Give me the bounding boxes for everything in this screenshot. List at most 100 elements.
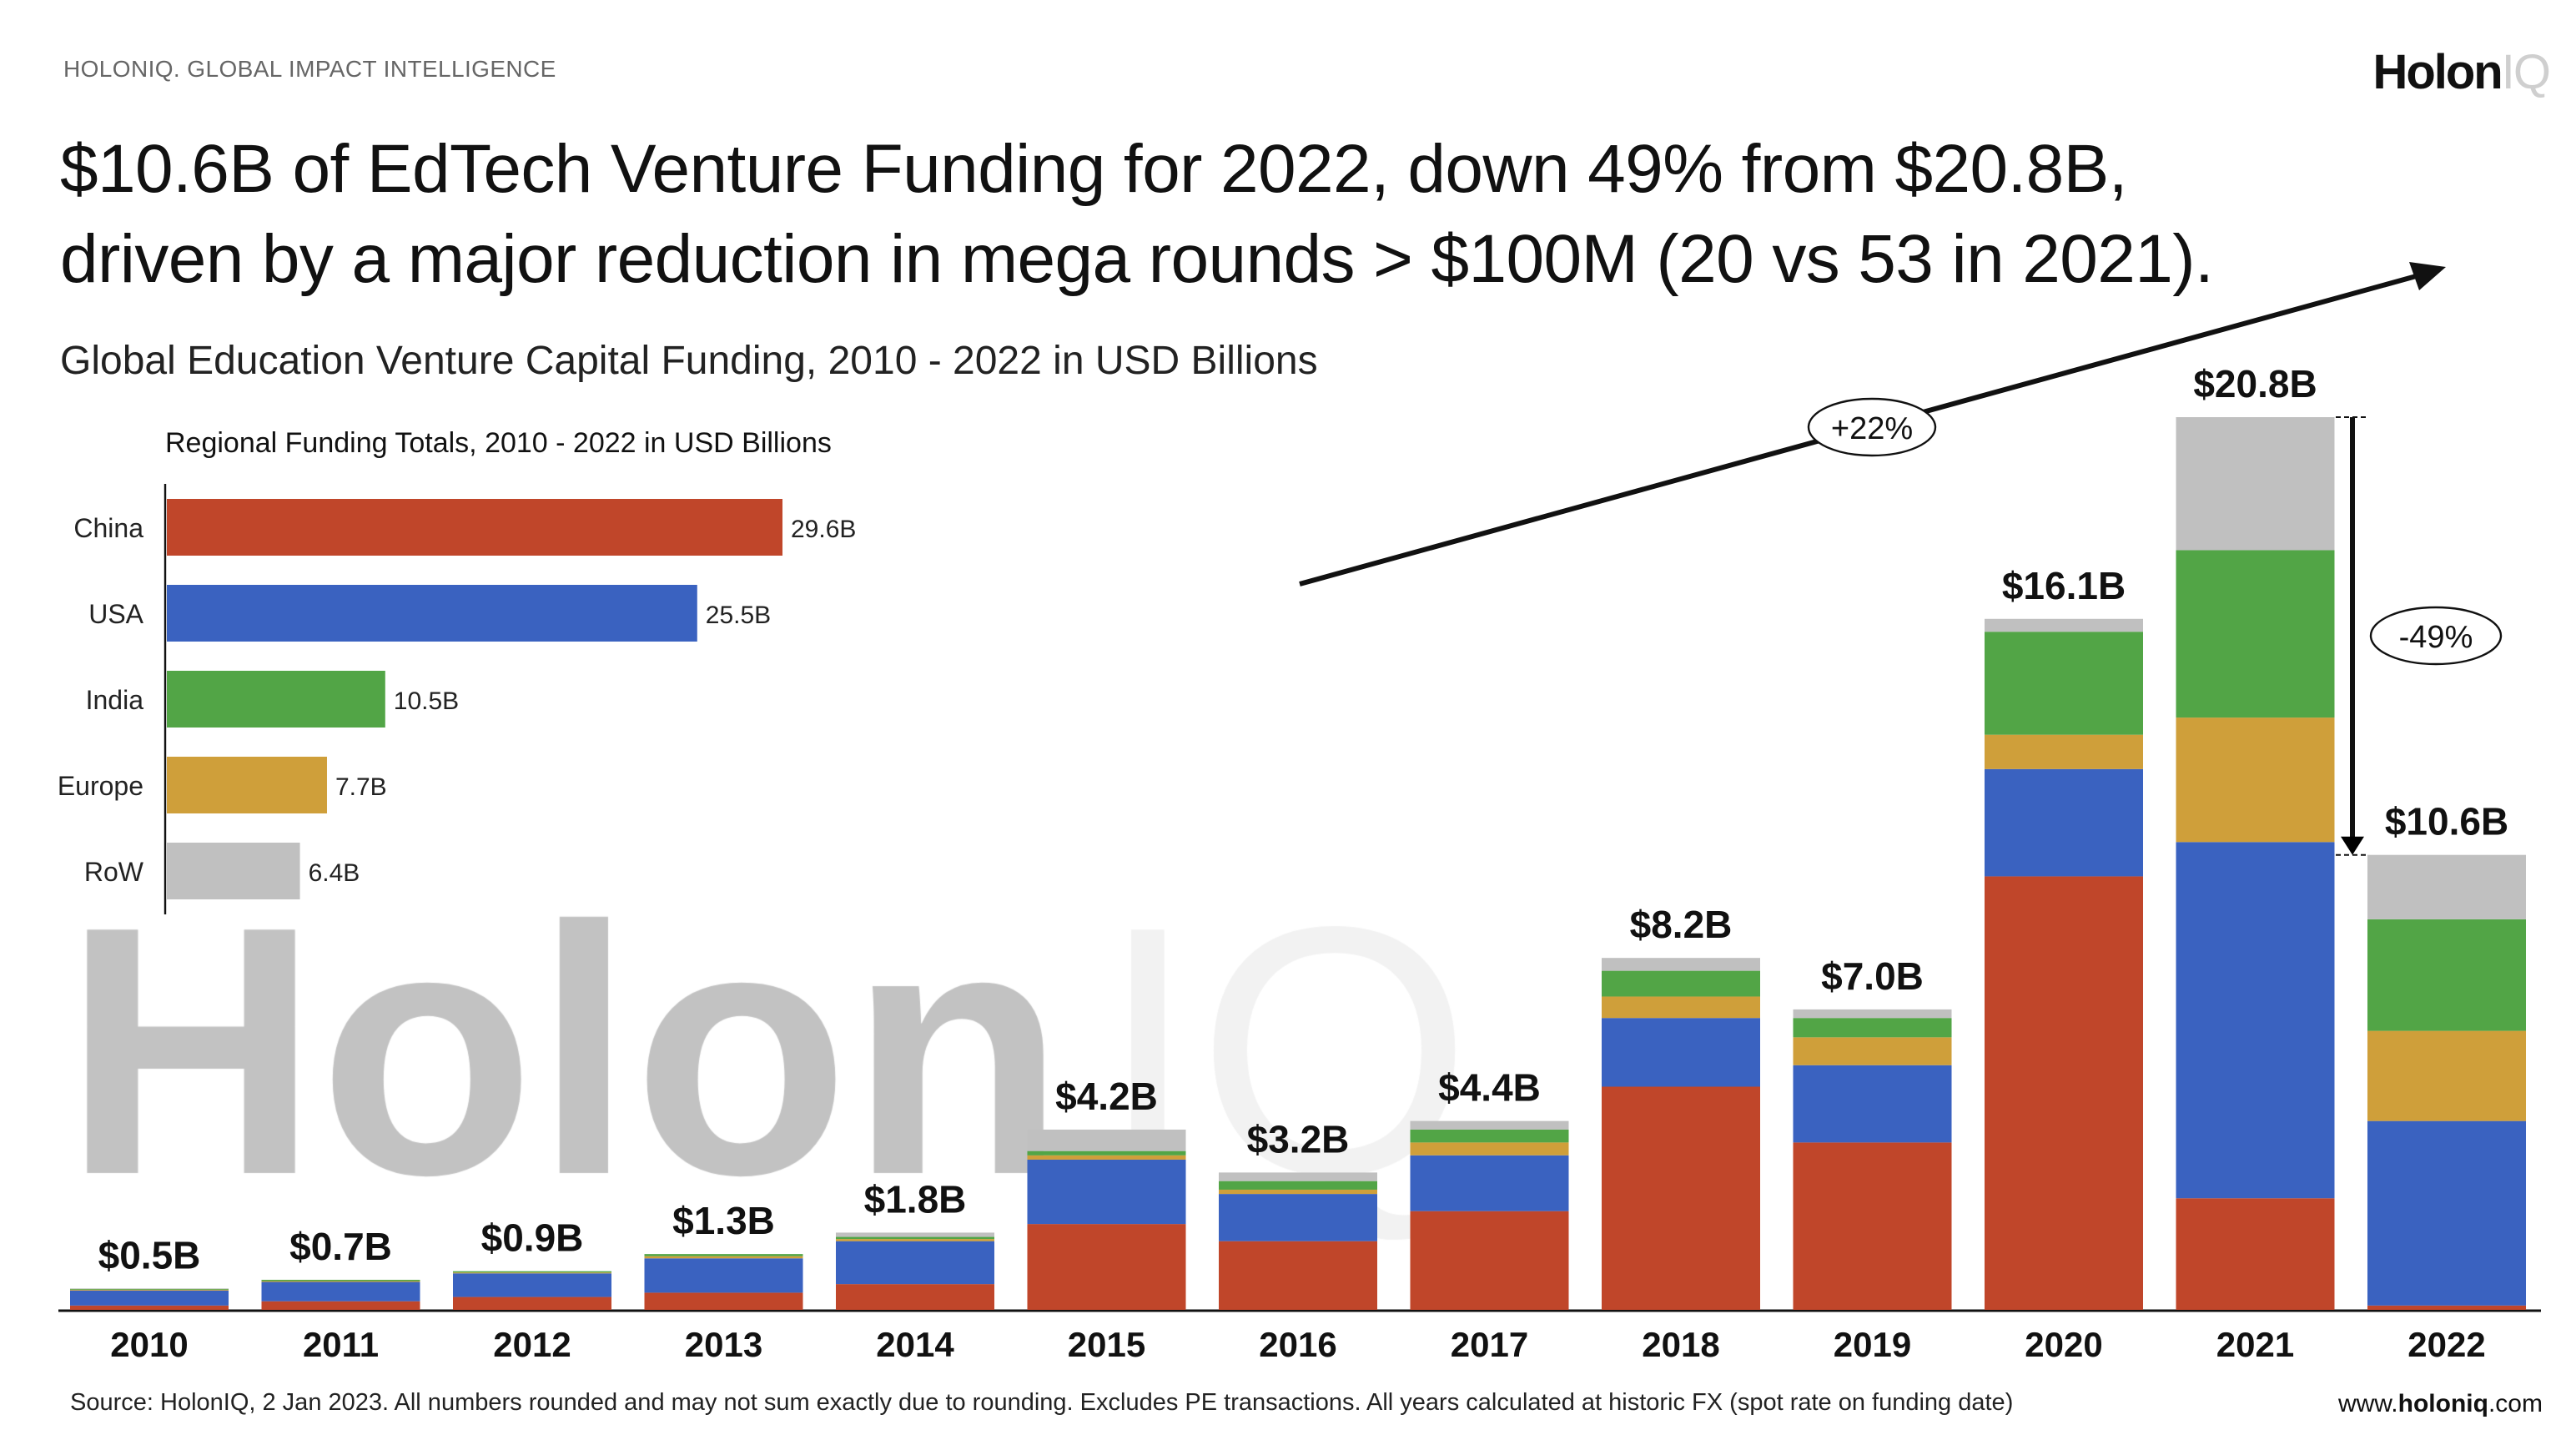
bar-segment-india-2022: [2367, 919, 2526, 1031]
bar-segment-india-2011: [261, 1279, 420, 1281]
bar-segment-europe-2015: [1027, 1155, 1186, 1160]
bar-segment-usa-2014: [836, 1241, 994, 1285]
bar-segment-europe-2017: [1410, 1142, 1569, 1155]
x-tick-label-2016: 2016: [1259, 1325, 1336, 1364]
bar-segment-india-2012: [453, 1271, 611, 1273]
total-label-2015: $4.2B: [1055, 1075, 1158, 1118]
bar-segment-china-2015: [1027, 1224, 1186, 1310]
bar-segment-india-2013: [644, 1254, 803, 1256]
drop-arrowhead: [2341, 836, 2364, 855]
bar-segment-india-2019: [1793, 1018, 1952, 1038]
bar-segment-row-2017: [1410, 1120, 1569, 1130]
inset-value-label-row: 6.4B: [309, 859, 360, 887]
chart-title: Global Education Venture Capital Funding…: [60, 339, 1318, 384]
inset-value-label-europe: 7.7B: [335, 773, 387, 801]
total-label-2016: $3.2B: [1247, 1117, 1350, 1161]
x-tick-label-2022: 2022: [2407, 1325, 2485, 1364]
bar-segment-china-2011: [261, 1301, 420, 1310]
bar-segment-europe-2022: [2367, 1030, 2526, 1121]
bar-segment-usa-2012: [453, 1273, 611, 1297]
page-title: $10.6B of EdTech Venture Funding for 202…: [60, 123, 2214, 304]
bar-segment-row-2019: [1793, 1009, 1952, 1019]
bar-segment-usa-2011: [261, 1281, 420, 1302]
inset-category-label-india: India: [86, 685, 144, 715]
website-link[interactable]: www.holoniq.com: [2338, 1390, 2543, 1418]
bar-segment-china-2022: [2367, 1305, 2526, 1310]
bar-segment-china-2010: [70, 1305, 229, 1310]
brand-header: HOLONIQ. GLOBAL IMPACT INTELLIGENCE: [63, 55, 556, 82]
total-label-2020: $16.1B: [2002, 564, 2126, 607]
title-line-1: $10.6B of EdTech Venture Funding for 202…: [60, 130, 2128, 207]
bar-segment-china-2018: [1602, 1086, 1760, 1310]
total-label-2018: $8.2B: [1630, 903, 1733, 946]
inset-category-label-usa: USA: [88, 599, 143, 629]
total-label-2022: $10.6B: [2385, 800, 2508, 843]
bar-segment-usa-2013: [644, 1258, 803, 1293]
x-tick-label-2015: 2015: [1068, 1325, 1145, 1364]
inset-bar-china: [167, 499, 782, 556]
bar-segment-china-2019: [1793, 1142, 1952, 1310]
bar-segment-usa-2018: [1602, 1018, 1760, 1087]
bar-segment-row-2010: [70, 1288, 229, 1289]
bar-segment-india-2010: [70, 1288, 229, 1290]
bar-segment-europe-2016: [1219, 1189, 1377, 1195]
x-tick-label-2010: 2010: [110, 1325, 188, 1364]
bar-segment-usa-2015: [1027, 1159, 1186, 1225]
total-label-2010: $0.5B: [98, 1233, 201, 1276]
bar-segment-europe-2021: [2176, 717, 2335, 843]
inset-value-label-india: 10.5B: [394, 687, 459, 715]
x-tick-label-2020: 2020: [2025, 1325, 2102, 1364]
inset-category-label-row: RoW: [84, 857, 144, 887]
url-post: .com: [2488, 1390, 2543, 1418]
bar-segment-india-2020: [1985, 632, 2143, 735]
bar-segment-china-2021: [2176, 1198, 2335, 1310]
bar-segment-europe-2014: [836, 1239, 994, 1241]
trend-annotation: +22%: [1831, 411, 1913, 446]
bar-segment-row-2021: [2176, 417, 2335, 551]
drop-annotation: -49%: [2399, 620, 2473, 655]
bar-segment-india-2016: [1219, 1181, 1377, 1190]
total-label-2017: $4.4B: [1438, 1066, 1541, 1110]
bar-segment-india-2015: [1027, 1150, 1186, 1155]
bar-segment-europe-2019: [1793, 1037, 1952, 1065]
x-tick-label-2021: 2021: [2216, 1325, 2294, 1364]
bar-segment-india-2014: [836, 1236, 994, 1240]
source-note: Source: HolonIQ, 2 Jan 2023. All numbers…: [70, 1390, 2014, 1417]
bar-segment-europe-2020: [1985, 734, 2143, 769]
bar-segment-row-2015: [1027, 1129, 1186, 1151]
bar-segment-usa-2021: [2176, 842, 2335, 1199]
bar-segment-usa-2020: [1985, 768, 2143, 877]
bar-segment-usa-2022: [2367, 1120, 2526, 1306]
bar-segment-china-2020: [1985, 876, 2143, 1310]
bar-segment-usa-2016: [1219, 1194, 1377, 1241]
bar-segment-india-2018: [1602, 970, 1760, 997]
inset-bar-europe: [167, 757, 327, 813]
bar-segment-usa-2017: [1410, 1155, 1569, 1211]
bar-segment-india-2017: [1410, 1129, 1569, 1143]
bar-segment-row-2014: [836, 1232, 994, 1237]
title-line-2: driven by a major reduction in mega roun…: [60, 220, 2214, 297]
total-label-2011: $0.7B: [289, 1225, 392, 1268]
x-tick-label-2011: 2011: [303, 1325, 379, 1364]
drop-badge: [2369, 606, 2503, 666]
bar-segment-europe-2018: [1602, 996, 1760, 1019]
bar-segment-europe-2013: [644, 1256, 803, 1259]
x-tick-label-2013: 2013: [685, 1325, 762, 1364]
x-tick-label-2018: 2018: [1642, 1325, 1719, 1364]
logo-iq: IQ: [2501, 47, 2551, 100]
inset-chart-title: Regional Funding Totals, 2010 - 2022 in …: [165, 427, 832, 459]
inset-bar-india: [167, 671, 385, 728]
inset-category-label-europe: Europe: [58, 771, 143, 801]
bar-segment-china-2014: [836, 1284, 994, 1310]
bar-segment-india-2021: [2176, 550, 2335, 718]
total-label-2012: $0.9B: [481, 1216, 584, 1260]
total-label-2019: $7.0B: [1821, 954, 1924, 998]
bar-segment-china-2012: [453, 1296, 611, 1310]
bar-segment-row-2020: [1985, 618, 2143, 632]
bar-segment-row-2018: [1602, 958, 1760, 971]
inset-bar-row: [167, 843, 300, 899]
x-tick-label-2019: 2019: [1834, 1325, 1911, 1364]
x-tick-label-2012: 2012: [493, 1325, 571, 1364]
bar-segment-china-2016: [1219, 1241, 1377, 1310]
